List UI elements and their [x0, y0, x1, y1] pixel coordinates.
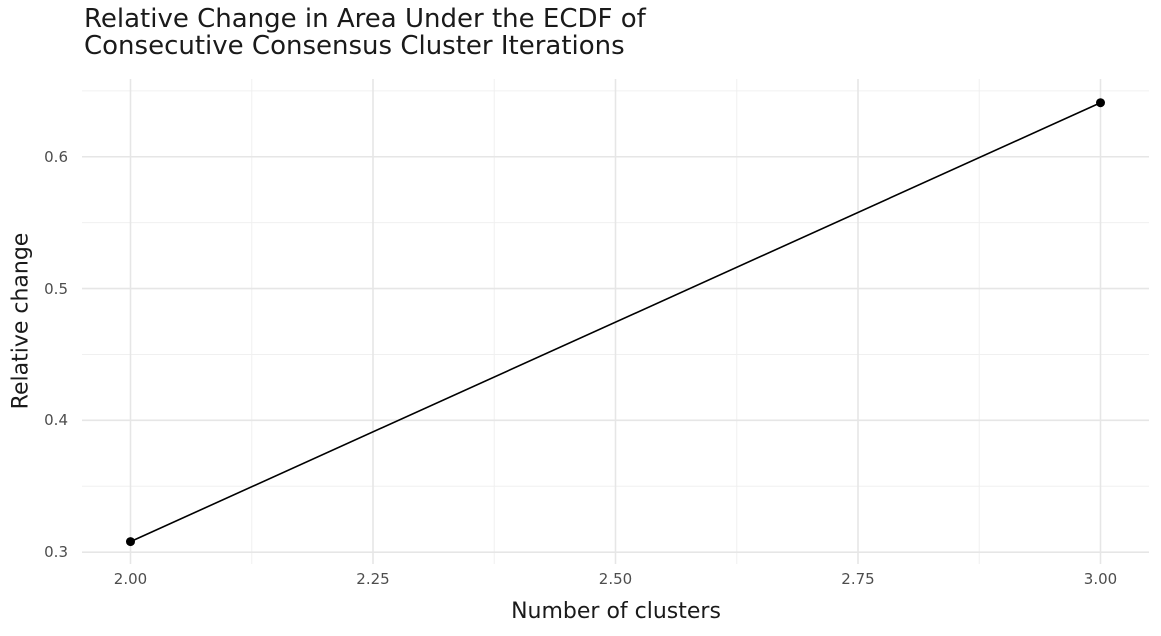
- x-tick-label: 2.25: [356, 570, 390, 588]
- data-point: [1096, 98, 1105, 108]
- x-tick-label: 2.50: [598, 570, 633, 588]
- chart-title: Relative Change in Area Under the ECDF o…: [84, 4, 646, 61]
- y-tick-label: 0.5: [44, 279, 68, 298]
- x-tick-label: 2.75: [841, 570, 875, 588]
- x-tick-label: 2.00: [113, 570, 148, 588]
- x-tick-label: 3.00: [1083, 570, 1118, 588]
- data-point: [126, 537, 135, 547]
- y-tick-label: 0.4: [44, 411, 68, 430]
- y-tick-label: 0.6: [44, 147, 68, 166]
- x-axis-title: Number of clusters: [511, 599, 721, 624]
- y-axis-title: Relative change: [8, 232, 34, 410]
- y-tick-label: 0.3: [44, 543, 68, 562]
- data-line: [130, 101, 1101, 543]
